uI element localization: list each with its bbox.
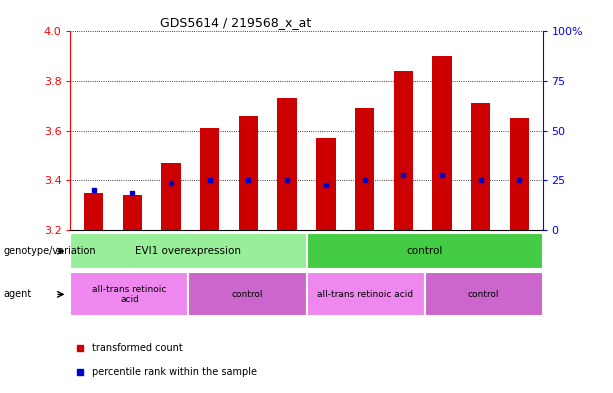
Bar <box>123 195 142 230</box>
Bar <box>200 128 219 230</box>
Text: control: control <box>468 290 499 299</box>
Bar <box>509 118 529 230</box>
Text: control: control <box>232 290 263 299</box>
Bar <box>70 233 306 269</box>
Bar <box>306 233 543 269</box>
Text: transformed count: transformed count <box>92 343 183 353</box>
Bar <box>84 193 104 230</box>
Bar <box>432 56 452 230</box>
Text: all-trans retinoic
acid: all-trans retinoic acid <box>93 285 167 304</box>
Bar <box>471 103 490 230</box>
Bar <box>394 71 413 230</box>
Bar <box>161 163 181 230</box>
Text: control: control <box>406 246 443 256</box>
Bar <box>424 272 543 316</box>
Bar <box>189 272 306 316</box>
Bar <box>70 272 189 316</box>
Bar <box>278 98 297 230</box>
Bar <box>355 108 374 230</box>
Text: genotype/variation: genotype/variation <box>3 246 96 256</box>
Bar <box>316 138 335 230</box>
Text: agent: agent <box>3 289 31 299</box>
Bar <box>306 272 424 316</box>
Text: all-trans retinoic acid: all-trans retinoic acid <box>318 290 414 299</box>
Bar <box>239 116 258 230</box>
Text: EVI1 overexpression: EVI1 overexpression <box>135 246 242 256</box>
Text: percentile rank within the sample: percentile rank within the sample <box>92 367 257 377</box>
Title: GDS5614 / 219568_x_at: GDS5614 / 219568_x_at <box>160 16 311 29</box>
